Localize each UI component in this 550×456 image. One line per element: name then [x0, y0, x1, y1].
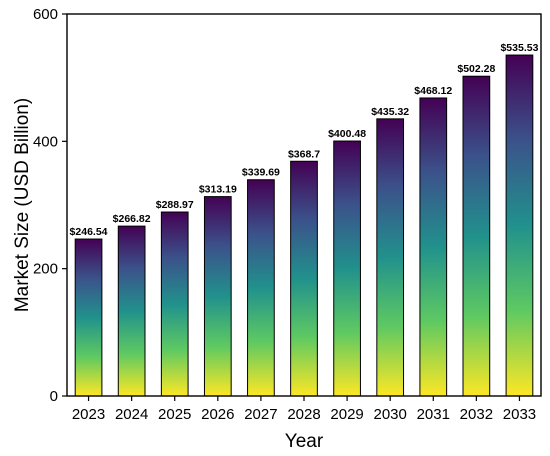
x-tick-label-2024: 2024 [115, 406, 148, 423]
y-axis-ticks: 0 200 400 600 [33, 6, 67, 405]
x-tick-label-2031: 2031 [417, 406, 450, 423]
bar-2027 [247, 179, 275, 397]
data-label-2032: $502.28 [457, 63, 495, 75]
x-tick-label-2033: 2033 [503, 406, 536, 423]
plot-frame [66, 13, 542, 397]
y-tick-label-0: 0 [50, 388, 58, 405]
data-label-2026: $313.19 [199, 184, 237, 196]
x-tick-label-2025: 2025 [158, 406, 191, 423]
data-label-2031: $468.12 [414, 85, 452, 97]
y-axis-title: Market Size (USD Billion) [12, 98, 33, 312]
y-tick-label-200: 200 [33, 261, 58, 278]
x-tick-label-2032: 2032 [460, 406, 493, 423]
x-tick-label-2026: 2026 [201, 406, 234, 423]
data-label-2028: $368.7 [288, 148, 320, 160]
data-label-2029: $400.48 [328, 128, 366, 140]
bar-2024 [117, 225, 146, 397]
x-tick-label-2028: 2028 [287, 406, 320, 423]
bar-2032 [462, 75, 491, 397]
y-tick-label-400: 400 [33, 133, 58, 150]
bar-2033 [505, 54, 534, 397]
data-label-2025: $288.97 [156, 199, 194, 211]
bar-2030 [376, 118, 405, 397]
data-label-2027: $339.69 [242, 167, 280, 179]
bar-2023 [74, 238, 103, 397]
x-axis-title: Year [285, 431, 324, 452]
bar-2031 [419, 97, 448, 397]
data-label-2030: $435.32 [371, 106, 409, 118]
bars-group [74, 54, 534, 397]
data-labels-group: $246.54 $266.82 $288.97 $313.19 $339.69 $368.… [70, 42, 539, 238]
data-label-2033: $535.53 [500, 42, 538, 54]
x-axis-ticks: 2023 2024 2025 2026 2027 2028 2029 2030 2031 2032… [72, 396, 536, 423]
bar-2029 [333, 140, 361, 397]
bar-2025 [160, 211, 189, 397]
x-tick-label-2030: 2030 [373, 406, 406, 423]
x-tick-label-2023: 2023 [72, 406, 105, 423]
data-label-2023: $246.54 [70, 226, 108, 238]
x-tick-label-2029: 2029 [330, 406, 363, 423]
data-label-2024: $266.82 [113, 213, 151, 225]
bar-2028 [290, 160, 318, 397]
bar-2026 [203, 196, 232, 397]
x-tick-label-2027: 2027 [244, 406, 277, 423]
y-tick-label-600: 600 [33, 6, 58, 23]
